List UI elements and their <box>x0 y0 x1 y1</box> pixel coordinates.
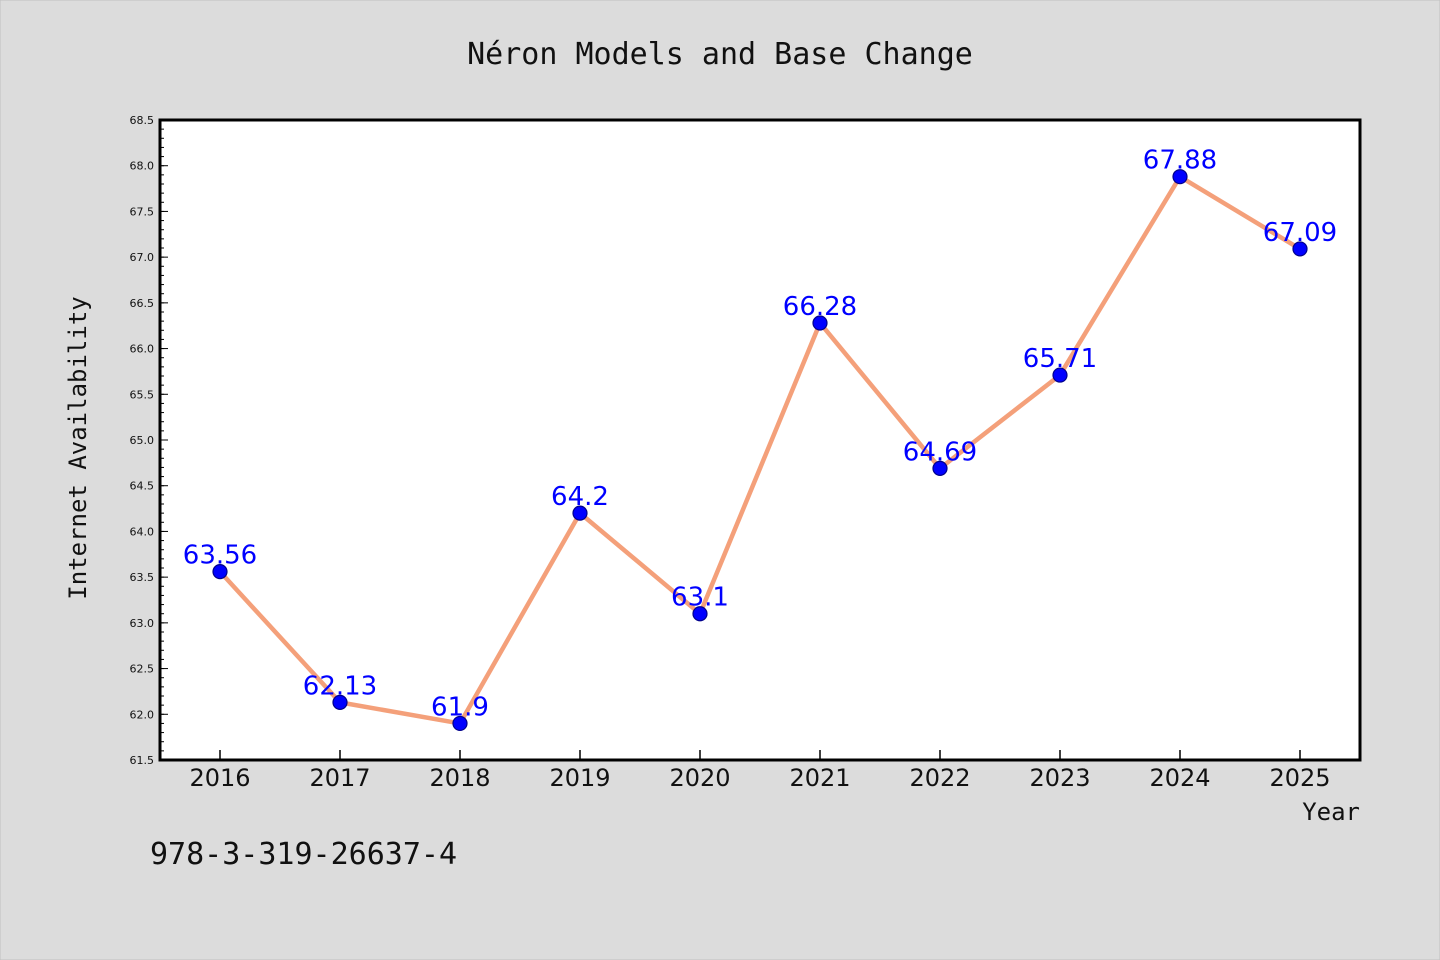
footer-text: 978-3-319-26637-4 <box>150 837 457 872</box>
x-tick-label: 2024 <box>1149 764 1210 792</box>
y-tick-label: 63.5 <box>130 571 155 584</box>
data-point <box>932 460 948 476</box>
data-label: 61.9 <box>431 692 489 722</box>
y-tick-label: 68.0 <box>130 160 155 173</box>
x-tick-label: 2022 <box>909 764 970 792</box>
y-axis: 61.5 62.0 62.5 63.0 63.5 64.0 64.5 65.0 65.5 66.0… <box>130 114 168 767</box>
data-point <box>572 505 588 521</box>
data-label: 64.2 <box>551 482 609 512</box>
x-tick-label: 2017 <box>309 764 370 792</box>
y-tick-label: 66.5 <box>130 297 155 310</box>
data-label: 64.69 <box>903 437 977 467</box>
data-point <box>692 606 708 622</box>
data-label: 63.1 <box>671 583 729 613</box>
y-tick-label: 62.5 <box>130 663 155 676</box>
x-tick-label: 2020 <box>669 764 730 792</box>
y-tick-label: 66.0 <box>130 343 155 356</box>
x-tick-label: 2018 <box>429 764 490 792</box>
data-point <box>1052 367 1068 383</box>
x-tick-label: 2021 <box>789 764 850 792</box>
data-point <box>812 315 828 331</box>
data-label: 67.88 <box>1143 146 1217 176</box>
y-tick-label: 64.0 <box>130 525 155 538</box>
y-tick-label: 65.0 <box>130 434 155 447</box>
data-point <box>1292 241 1308 257</box>
data-label: 66.28 <box>783 292 857 322</box>
x-tick-label: 2025 <box>1269 764 1330 792</box>
y-tick-label: 67.5 <box>130 205 155 218</box>
data-point <box>1172 169 1188 185</box>
y-tick-label: 67.0 <box>130 251 155 264</box>
x-tick-label: 2016 <box>189 764 250 792</box>
data-label: 62.13 <box>303 671 377 701</box>
series-line <box>217 174 1303 726</box>
y-tick-label: 64.5 <box>130 480 155 493</box>
y-axis-label: Internet Availability <box>64 296 92 599</box>
y-tick-label: 68.5 <box>130 114 155 127</box>
plot-area <box>158 118 1362 762</box>
data-point <box>452 715 468 732</box>
y-tick-label: 62.0 <box>130 708 155 721</box>
data-point <box>332 694 348 711</box>
x-tick-label: 2019 <box>549 764 610 792</box>
data-label: 65.71 <box>1023 344 1097 374</box>
chart-title: Néron Models and Base Change <box>467 37 973 72</box>
data-label: 67.09 <box>1263 218 1337 248</box>
x-tick-label: 2023 <box>1029 764 1090 792</box>
x-axis: 2016 2017 2018 2019 2020 2021 2022 2023 2024 2025 <box>189 750 1331 792</box>
data-label: 63.56 <box>183 541 257 571</box>
x-axis-label: Year <box>1302 798 1360 826</box>
series-layer: 63.56 62.13 61.9 64.2 63.1 66.28 64.69 65.71 67.… <box>183 146 1337 732</box>
data-point <box>212 564 228 580</box>
y-tick-label: 65.5 <box>130 388 155 401</box>
y-tick-label: 63.0 <box>130 617 155 630</box>
y-tick-label: 61.5 <box>130 754 155 767</box>
